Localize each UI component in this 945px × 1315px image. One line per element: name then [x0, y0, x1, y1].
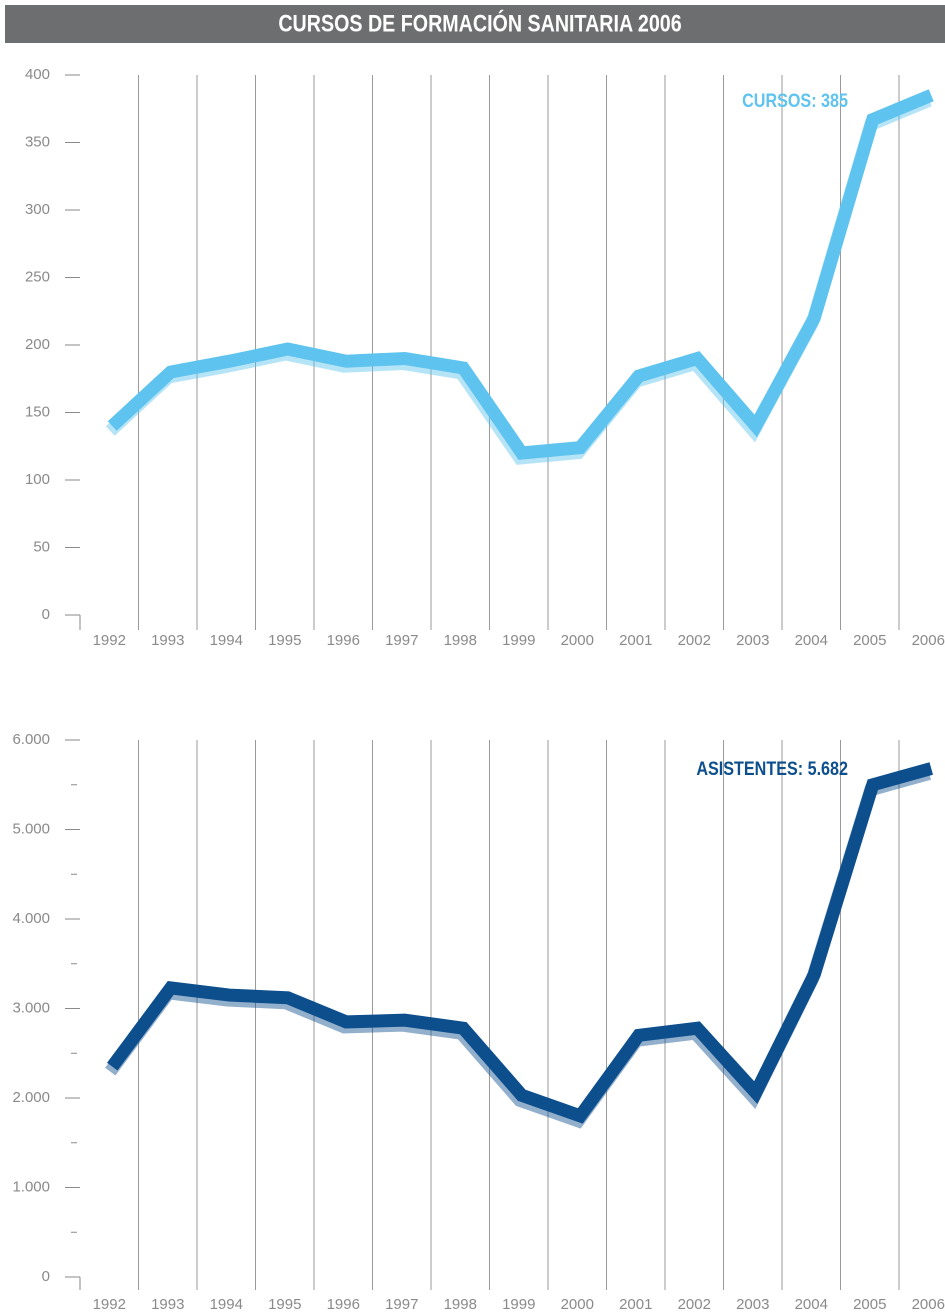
x-tick-label: 2005 [853, 1296, 886, 1313]
x-tick-label: 2006 [912, 632, 945, 649]
title-banner [5, 5, 945, 43]
x-tick-label: 1998 [444, 1296, 477, 1313]
y-tick-label: 350 [25, 133, 50, 150]
x-tick-label: 1998 [444, 632, 477, 649]
x-tick-label: 2002 [678, 1296, 711, 1313]
x-tick-label: 2000 [561, 1296, 594, 1313]
line-shadow [105, 94, 932, 465]
line [107, 762, 933, 1124]
x-tick-label: 1992 [93, 632, 126, 649]
x-tick-label: 1997 [385, 1296, 418, 1313]
x-tick-label: 1994 [210, 632, 243, 649]
x-tick-label: 1997 [385, 632, 418, 649]
x-tick-label: 1994 [210, 1296, 243, 1313]
annotation: ASISTENTES: 5.682 [696, 758, 848, 780]
y-tick-label: 250 [25, 268, 50, 285]
line-shadow [105, 767, 931, 1129]
y-tick-label: 2.000 [12, 1089, 50, 1106]
x-tick-label: 2006 [912, 1296, 945, 1313]
x-tick-label: 2003 [736, 1296, 769, 1313]
x-tick-label: 1996 [327, 1296, 360, 1313]
x-tick-label: 1995 [268, 632, 301, 649]
x-tick-label: 1995 [268, 1296, 301, 1313]
y-tick-label: 50 [33, 538, 50, 555]
chart-title: CURSOS DE FORMACIÓN SANITARIA 2006 [278, 9, 681, 36]
x-tick-label: 2002 [678, 632, 711, 649]
x-tick-label: 2003 [736, 632, 769, 649]
line [107, 89, 934, 460]
x-tick-label: 1993 [151, 632, 184, 649]
y-tick-label: 0 [42, 606, 50, 623]
x-tick-label: 2004 [795, 632, 828, 649]
y-tick-label: 0 [42, 1268, 50, 1285]
y-tick-label: 6.000 [12, 731, 50, 748]
x-tick-label: 1999 [502, 632, 535, 649]
y-tick-label: 4.000 [12, 910, 50, 927]
y-tick-label: 400 [25, 66, 50, 83]
x-tick-label: 1999 [502, 1296, 535, 1313]
x-tick-label: 1996 [327, 632, 360, 649]
y-tick-label: 150 [25, 403, 50, 420]
y-tick-label: 5.000 [12, 820, 50, 837]
x-tick-label: 2001 [619, 632, 652, 649]
y-tick-label: 3.000 [12, 999, 50, 1016]
y-tick-label: 100 [25, 471, 50, 488]
x-tick-label: 2000 [561, 632, 594, 649]
x-tick-label: 2004 [795, 1296, 828, 1313]
y-tick-label: 300 [25, 201, 50, 218]
x-tick-label: 2001 [619, 1296, 652, 1313]
x-tick-label: 1992 [93, 1296, 126, 1313]
annotation: CURSOS: 385 [742, 90, 848, 112]
x-tick-label: 2005 [853, 632, 886, 649]
x-tick-label: 1993 [151, 1296, 184, 1313]
y-tick-label: 1.000 [12, 1178, 50, 1195]
y-tick-label: 200 [25, 336, 50, 353]
